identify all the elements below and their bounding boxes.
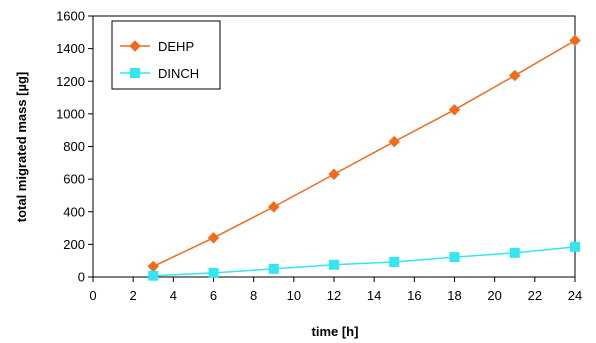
x-tick-label: 10 bbox=[287, 288, 301, 303]
legend-label-dinch: DINCH bbox=[158, 66, 199, 81]
data-point-dinch bbox=[570, 241, 580, 252]
x-axis-label: time [h] bbox=[312, 324, 359, 339]
x-tick-label: 18 bbox=[447, 288, 461, 303]
series-line-dinch bbox=[153, 246, 576, 277]
data-point-dinch bbox=[208, 267, 219, 278]
y-tick-label: 800 bbox=[63, 139, 85, 154]
data-point-dinch bbox=[268, 263, 279, 274]
series-layer bbox=[147, 34, 581, 281]
x-tick-label: 16 bbox=[407, 288, 421, 303]
y-tick-label: 600 bbox=[63, 172, 85, 187]
legend-marker-dehp bbox=[129, 40, 141, 52]
y-axis-label: total migrated mass [µg] bbox=[14, 72, 29, 223]
x-tick-label: 0 bbox=[89, 288, 96, 303]
legend: DEHP DINCH bbox=[111, 20, 221, 90]
x-tick-label: 6 bbox=[210, 288, 217, 303]
data-point-dehp bbox=[207, 232, 220, 244]
series-line-dehp bbox=[152, 39, 576, 268]
data-point-dinch bbox=[509, 247, 520, 258]
y-tick-label: 1400 bbox=[56, 41, 85, 56]
data-point-dinch bbox=[329, 259, 339, 270]
x-tick-label: 2 bbox=[130, 288, 137, 303]
x-tick-label: 22 bbox=[528, 288, 542, 303]
y-tick-label: 0 bbox=[78, 270, 85, 285]
x-tick-label: 4 bbox=[170, 288, 177, 303]
series-dinch bbox=[148, 241, 580, 281]
x-tick-label: 24 bbox=[568, 288, 582, 303]
x-tick-label: 20 bbox=[487, 288, 501, 303]
data-point-dehp bbox=[268, 201, 280, 213]
data-point-dehp bbox=[569, 34, 581, 47]
x-tick-label: 12 bbox=[327, 288, 341, 303]
data-point-dinch bbox=[148, 270, 159, 281]
data-point-dehp bbox=[147, 260, 159, 273]
data-point-dinch bbox=[389, 256, 400, 267]
data-point-dehp bbox=[448, 104, 461, 116]
y-tick-label: 1600 bbox=[56, 9, 85, 24]
x-tick-label: 8 bbox=[250, 288, 257, 303]
y-tick-label: 400 bbox=[63, 204, 85, 219]
data-point-dehp bbox=[388, 135, 400, 148]
y-tick-label: 1200 bbox=[56, 74, 85, 89]
y-tick-label: 200 bbox=[63, 237, 85, 252]
axes bbox=[88, 15, 576, 282]
legend-box bbox=[111, 20, 221, 90]
series-dehp bbox=[147, 34, 581, 273]
data-point-dinch bbox=[449, 252, 460, 263]
y-tick-label: 1000 bbox=[56, 106, 85, 121]
data-point-dehp bbox=[509, 69, 521, 82]
x-tick-label: 14 bbox=[367, 288, 381, 303]
legend-label-dehp: DEHP bbox=[158, 39, 194, 54]
legend-marker-dinch bbox=[130, 68, 140, 78]
data-point-dehp bbox=[328, 168, 340, 180]
